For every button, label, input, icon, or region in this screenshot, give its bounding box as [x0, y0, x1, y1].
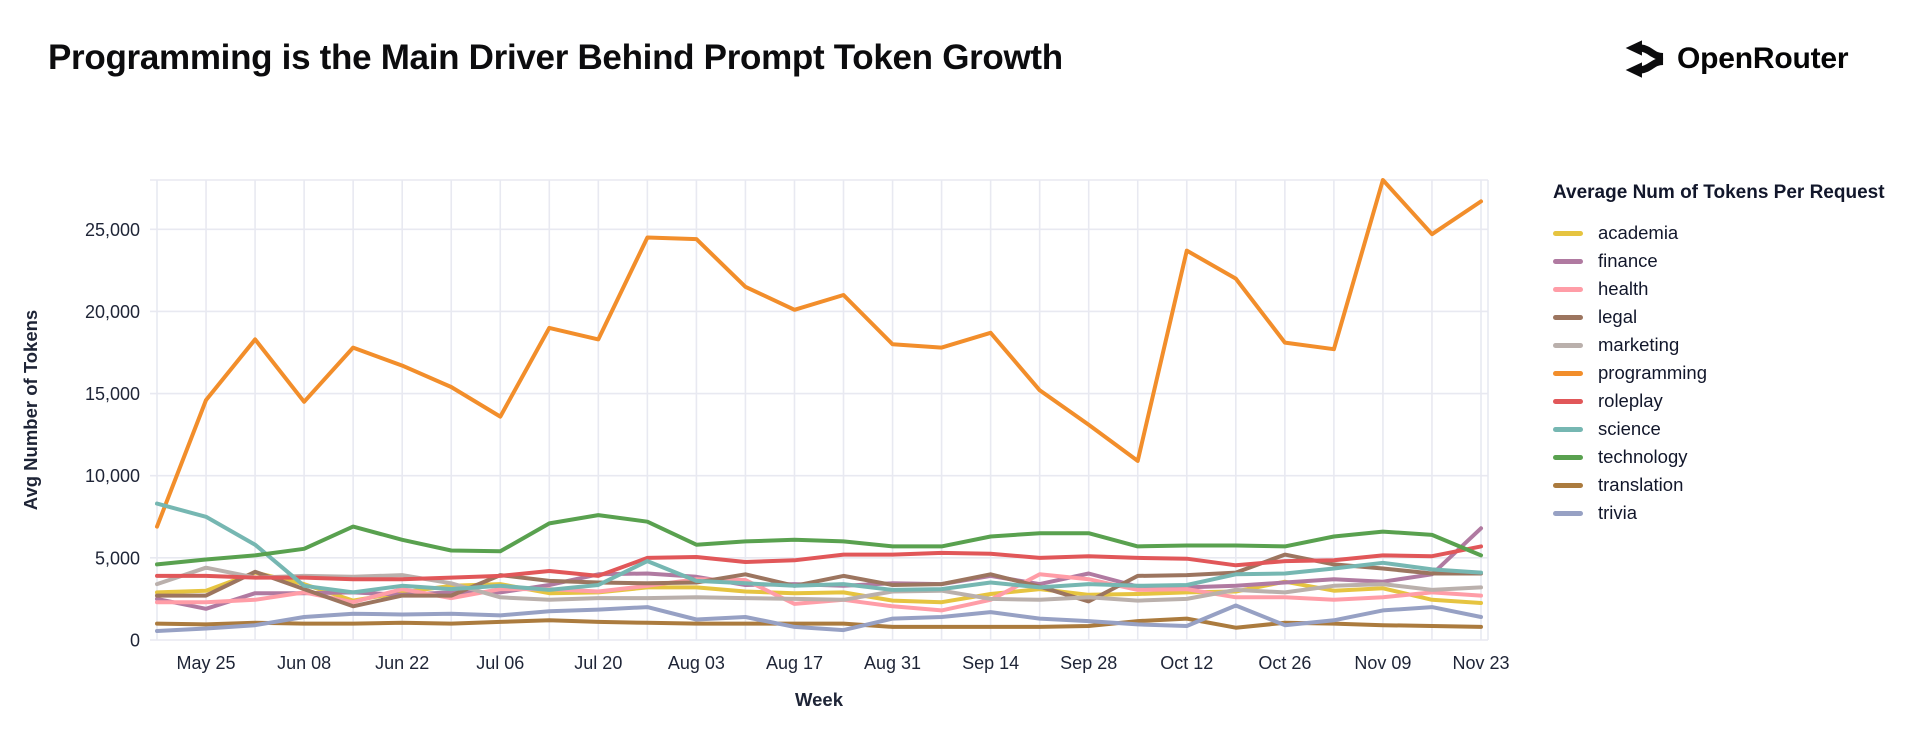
legend-item-programming[interactable]: programming: [1553, 359, 1923, 387]
legend-swatch-health: [1553, 286, 1583, 292]
legend-label-health: health: [1598, 278, 1649, 299]
legend-label-trivia: trivia: [1598, 502, 1638, 523]
series-line-science[interactable]: [155, 501, 1483, 595]
legend-item-marketing[interactable]: marketing: [1553, 331, 1923, 359]
legend-swatch-academia: [1553, 230, 1583, 236]
legend-swatch-marketing: [1553, 342, 1583, 348]
brand-logo: OpenRouter: [1618, 36, 1849, 82]
series-lines: [155, 178, 1483, 633]
legend-item-finance[interactable]: finance: [1553, 247, 1923, 275]
gridlines: [150, 179, 1489, 641]
series-line-programming[interactable]: [155, 178, 1483, 529]
page-title: Programming is the Main Driver Behind Pr…: [48, 38, 1063, 77]
legend-item-trivia[interactable]: trivia: [1553, 499, 1923, 527]
legend-swatch-programming: [1553, 370, 1583, 376]
legend-label-translation: translation: [1598, 474, 1684, 495]
x-tick-label: Sep 28: [1060, 653, 1117, 673]
y-axis-title: Avg Number of Tokens: [20, 310, 41, 510]
series-line-translation[interactable]: [155, 616, 1483, 630]
series-line-technology[interactable]: [155, 513, 1483, 567]
x-tick-label: Aug 03: [668, 653, 725, 673]
openrouter-icon: [1618, 36, 1664, 82]
x-tick-label: Nov 23: [1452, 653, 1509, 673]
legend-swatch-finance: [1553, 258, 1583, 264]
legend-label-roleplay: roleplay: [1598, 390, 1663, 411]
series-line-roleplay[interactable]: [155, 544, 1483, 582]
legend-swatch-science: [1553, 426, 1583, 432]
legend-label-finance: finance: [1598, 250, 1658, 271]
legend-item-health[interactable]: health: [1553, 275, 1923, 303]
x-tick-label: Sep 14: [962, 653, 1019, 673]
x-tick-label: Aug 17: [766, 653, 823, 673]
legend-swatch-technology: [1553, 454, 1583, 460]
y-tick-label: 15,000: [85, 384, 140, 404]
y-tick-label: 20,000: [85, 302, 140, 322]
x-tick-label: Oct 26: [1258, 653, 1311, 673]
legend-title: Average Num of Tokens Per Request: [1553, 182, 1885, 203]
y-tick-label: 0: [130, 631, 140, 651]
legend-item-science[interactable]: science: [1553, 415, 1923, 443]
legend-item-technology[interactable]: technology: [1553, 443, 1923, 471]
legend-label-programming: programming: [1598, 362, 1707, 383]
series-line-health[interactable]: [155, 572, 1483, 613]
line-chart: 0 5,000 10,000 15,000 20,000 25,000 May 25 Jun …: [20, 178, 1510, 710]
x-tick-label: Aug 31: [864, 653, 921, 673]
x-tick-label: Oct 12: [1160, 653, 1213, 673]
legend-label-technology: technology: [1598, 446, 1688, 467]
legend-label-academia: academia: [1598, 222, 1679, 243]
x-tick-label: Nov 09: [1354, 653, 1411, 673]
y-tick-label: 5,000: [95, 548, 140, 568]
legend-item-translation[interactable]: translation: [1553, 471, 1923, 499]
legend-item-roleplay[interactable]: roleplay: [1553, 387, 1923, 415]
x-axis-title: Week: [795, 689, 844, 710]
x-tick-label: Jul 06: [476, 653, 524, 673]
legend-swatch-trivia: [1553, 510, 1583, 516]
legend-swatch-translation: [1553, 482, 1583, 488]
legend-swatch-roleplay: [1553, 398, 1583, 404]
x-tick-label: Jun 22: [375, 653, 429, 673]
legend-item-academia[interactable]: academia: [1553, 219, 1923, 247]
y-tick-label: 25,000: [85, 220, 140, 240]
series-line-trivia[interactable]: [155, 603, 1483, 633]
legend-item-legal[interactable]: legal: [1553, 303, 1923, 331]
axis-labels: 0 5,000 10,000 15,000 20,000 25,000 May 25 Jun …: [20, 220, 1510, 710]
legend-item-list: academia finance health legal marketing progr…: [1553, 219, 1923, 527]
legend-swatch-legal: [1553, 314, 1583, 320]
chart-area: 0 5,000 10,000 15,000 20,000 25,000 May 25 Jun …: [20, 178, 1510, 710]
chart-legend: Average Num of Tokens Per Request academ…: [1553, 182, 1923, 527]
x-tick-label: May 25: [177, 653, 236, 673]
legend-label-marketing: marketing: [1598, 334, 1680, 355]
x-tick-label: Jun 08: [277, 653, 331, 673]
series-line-marketing[interactable]: [155, 565, 1483, 603]
legend-label-science: science: [1598, 418, 1661, 439]
legend-label-legal: legal: [1598, 306, 1638, 327]
brand-name: OpenRouter: [1677, 42, 1849, 75]
x-tick-label: Jul 20: [574, 653, 622, 673]
y-tick-label: 10,000: [85, 466, 140, 486]
